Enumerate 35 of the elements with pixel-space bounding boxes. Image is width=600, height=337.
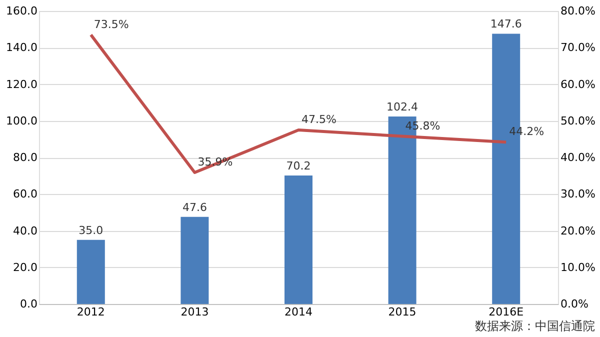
y2-tick-label: 30.0% bbox=[560, 188, 596, 201]
data-label: 35.0 bbox=[78, 224, 104, 237]
y-tick-label: 100.0 bbox=[6, 114, 38, 128]
data-label: 47.5% bbox=[302, 113, 336, 126]
bar bbox=[284, 175, 312, 304]
data-label: 147.6 bbox=[490, 18, 522, 31]
y-tick-label: 160.0 bbox=[6, 4, 38, 18]
data-label: 70.2 bbox=[286, 159, 311, 172]
x-tick-label: 2015 bbox=[388, 306, 416, 318]
y2-tick-label: 60.0% bbox=[560, 78, 596, 91]
bar bbox=[180, 216, 209, 304]
y2-tick-label: 70.0% bbox=[560, 41, 596, 54]
x-tick-label: 2013 bbox=[180, 306, 209, 318]
bar bbox=[76, 240, 105, 304]
y2-tick-label: 80.0% bbox=[560, 4, 596, 18]
x-tick-label: 2014 bbox=[284, 306, 312, 318]
x-tick-label: 2016E bbox=[488, 306, 524, 318]
y-tick-label: 80.0 bbox=[13, 151, 38, 164]
y2-tick-label: 10.0% bbox=[560, 260, 596, 274]
y2-tick-label: 50.0% bbox=[560, 114, 596, 128]
source-note: 数据来源：中国信通院 bbox=[474, 319, 595, 333]
data-label: 102.4 bbox=[386, 100, 418, 114]
y-tick-label: 20.0 bbox=[13, 260, 38, 274]
data-label: 47.6 bbox=[182, 200, 207, 214]
y2-tick-label: 0.0% bbox=[560, 298, 588, 310]
line-series bbox=[89, 33, 508, 174]
data-label: 73.5% bbox=[94, 18, 129, 31]
y-tick-label: 60.0 bbox=[13, 188, 38, 201]
y-tick-label: 40.0 bbox=[13, 224, 38, 238]
y2-tick-label: 20.0% bbox=[560, 224, 596, 238]
y-tick-label: 140.0 bbox=[6, 41, 38, 54]
y2-tick-label: 40.0% bbox=[560, 151, 596, 164]
x-tick-label: 2012 bbox=[76, 306, 105, 318]
y-tick-label: 120.0 bbox=[6, 78, 38, 91]
y-tick-label: 0.0 bbox=[20, 298, 38, 310]
